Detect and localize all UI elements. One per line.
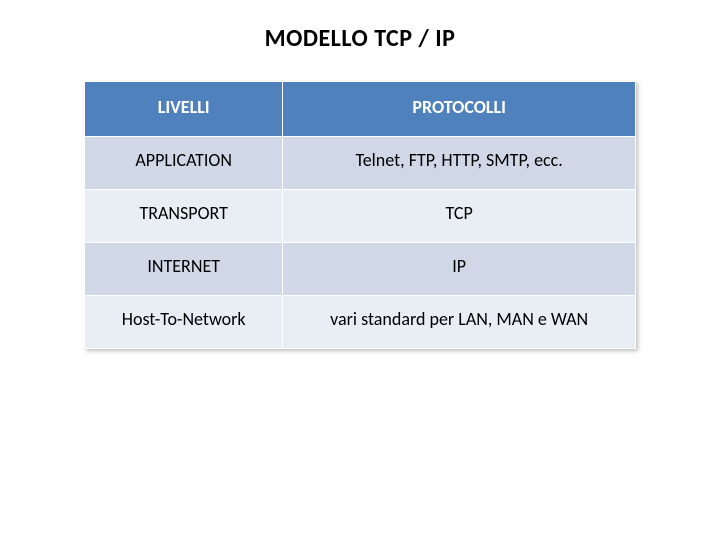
cell-protocolli: vari standard per LAN, MAN e WAN (283, 296, 636, 349)
page-title: MODELLO TCP / IP (0, 0, 720, 81)
table-header-row: LIVELLI PROTOCOLLI (85, 82, 636, 137)
cell-livelli: INTERNET (85, 243, 283, 296)
cell-protocolli: Telnet, FTP, HTTP, SMTP, ecc. (283, 137, 636, 190)
table-row: APPLICATION Telnet, FTP, HTTP, SMTP, ecc… (85, 137, 636, 190)
header-protocolli: PROTOCOLLI (283, 82, 636, 137)
cell-livelli: Host-To-Network (85, 296, 283, 349)
cell-livelli: APPLICATION (85, 137, 283, 190)
header-livelli: LIVELLI (85, 82, 283, 137)
table-row: INTERNET IP (85, 243, 636, 296)
tcpip-table: LIVELLI PROTOCOLLI APPLICATION Telnet, F… (84, 81, 636, 349)
cell-protocolli: TCP (283, 190, 636, 243)
cell-livelli: TRANSPORT (85, 190, 283, 243)
table-row: TRANSPORT TCP (85, 190, 636, 243)
cell-protocolli: IP (283, 243, 636, 296)
tcpip-table-container: LIVELLI PROTOCOLLI APPLICATION Telnet, F… (84, 81, 636, 349)
table-row: Host-To-Network vari standard per LAN, M… (85, 296, 636, 349)
